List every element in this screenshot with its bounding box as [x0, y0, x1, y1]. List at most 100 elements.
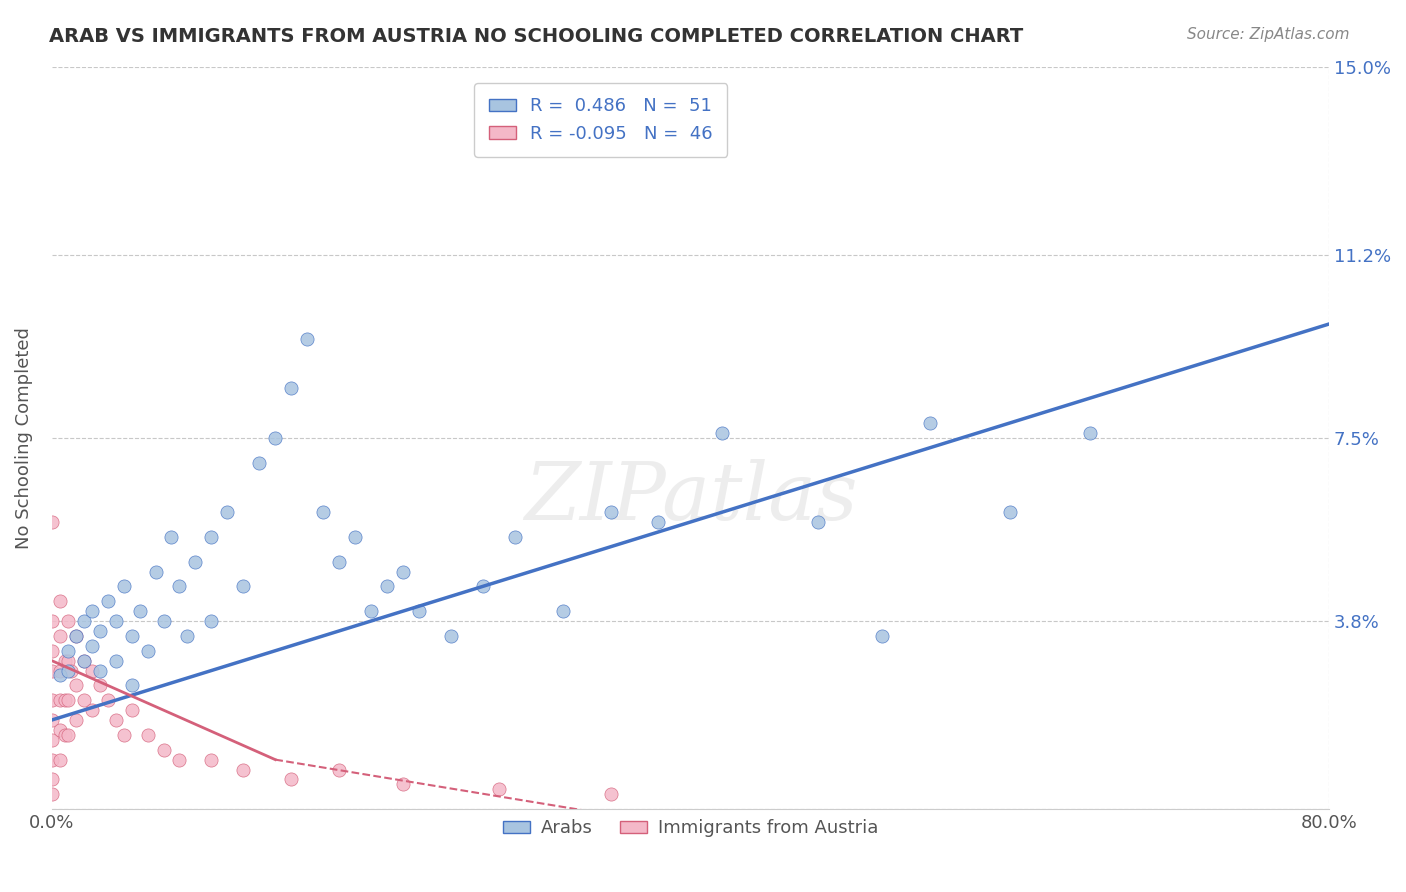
- Point: [998, 505, 1021, 519]
- Point: [73, 654, 96, 668]
- Point: [104, 713, 127, 727]
- Point: [807, 515, 830, 529]
- Point: [41, 614, 63, 628]
- Point: [200, 530, 222, 544]
- Point: [918, 416, 941, 430]
- Point: [73, 654, 96, 668]
- Point: [56, 654, 79, 668]
- Point: [247, 456, 270, 470]
- Point: [41, 732, 63, 747]
- Point: [121, 703, 143, 717]
- Point: [647, 515, 669, 529]
- Point: [48, 629, 70, 643]
- Point: [41, 664, 63, 678]
- Point: [56, 614, 79, 628]
- Point: [56, 693, 79, 707]
- Point: [41, 693, 63, 707]
- Point: [599, 787, 621, 801]
- Point: [48, 664, 70, 678]
- Point: [65, 678, 87, 692]
- Point: [312, 505, 335, 519]
- Point: [328, 763, 350, 777]
- Point: [232, 763, 254, 777]
- Point: [112, 728, 135, 742]
- Point: [488, 782, 510, 797]
- Point: [408, 604, 430, 618]
- Point: [65, 629, 87, 643]
- Point: [56, 664, 79, 678]
- Point: [160, 530, 183, 544]
- Point: [89, 678, 111, 692]
- Point: [440, 629, 463, 643]
- Point: [145, 565, 167, 579]
- Point: [264, 431, 287, 445]
- Point: [48, 668, 70, 682]
- Point: [128, 604, 150, 618]
- Point: [80, 664, 103, 678]
- Point: [89, 624, 111, 638]
- Point: [711, 425, 734, 440]
- Point: [41, 772, 63, 787]
- Point: [599, 505, 621, 519]
- Point: [152, 614, 174, 628]
- Point: [53, 693, 76, 707]
- Point: [48, 693, 70, 707]
- Point: [217, 505, 239, 519]
- Point: [112, 579, 135, 593]
- Text: Source: ZipAtlas.com: Source: ZipAtlas.com: [1187, 27, 1350, 42]
- Point: [344, 530, 367, 544]
- Point: [56, 644, 79, 658]
- Point: [184, 555, 207, 569]
- Point: [59, 664, 82, 678]
- Point: [65, 629, 87, 643]
- Point: [1078, 425, 1101, 440]
- Point: [56, 728, 79, 742]
- Point: [200, 614, 222, 628]
- Point: [89, 664, 111, 678]
- Point: [41, 753, 63, 767]
- Point: [65, 713, 87, 727]
- Point: [48, 594, 70, 608]
- Text: ARAB VS IMMIGRANTS FROM AUSTRIA NO SCHOOLING COMPLETED CORRELATION CHART: ARAB VS IMMIGRANTS FROM AUSTRIA NO SCHOO…: [49, 27, 1024, 45]
- Point: [471, 579, 494, 593]
- Point: [870, 629, 893, 643]
- Point: [121, 629, 143, 643]
- Point: [280, 772, 302, 787]
- Point: [136, 644, 159, 658]
- Point: [41, 515, 63, 529]
- Point: [169, 753, 191, 767]
- Point: [503, 530, 526, 544]
- Point: [280, 381, 302, 395]
- Point: [200, 753, 222, 767]
- Point: [392, 777, 415, 791]
- Point: [328, 555, 350, 569]
- Point: [104, 654, 127, 668]
- Point: [53, 728, 76, 742]
- Point: [104, 614, 127, 628]
- Point: [121, 678, 143, 692]
- Point: [41, 713, 63, 727]
- Point: [80, 703, 103, 717]
- Point: [41, 787, 63, 801]
- Point: [80, 604, 103, 618]
- Point: [392, 565, 415, 579]
- Point: [136, 728, 159, 742]
- Point: [232, 579, 254, 593]
- Point: [97, 693, 120, 707]
- Point: [551, 604, 574, 618]
- Point: [73, 614, 96, 628]
- Point: [80, 639, 103, 653]
- Y-axis label: No Schooling Completed: No Schooling Completed: [15, 327, 32, 549]
- Point: [48, 753, 70, 767]
- Point: [375, 579, 398, 593]
- Point: [41, 644, 63, 658]
- Point: [295, 332, 318, 346]
- Point: [176, 629, 198, 643]
- Point: [360, 604, 382, 618]
- Point: [53, 654, 76, 668]
- Legend: Arabs, Immigrants from Austria: Arabs, Immigrants from Austria: [495, 813, 886, 845]
- Point: [48, 723, 70, 737]
- Point: [152, 743, 174, 757]
- Text: ZIPatlas: ZIPatlas: [523, 458, 858, 536]
- Point: [169, 579, 191, 593]
